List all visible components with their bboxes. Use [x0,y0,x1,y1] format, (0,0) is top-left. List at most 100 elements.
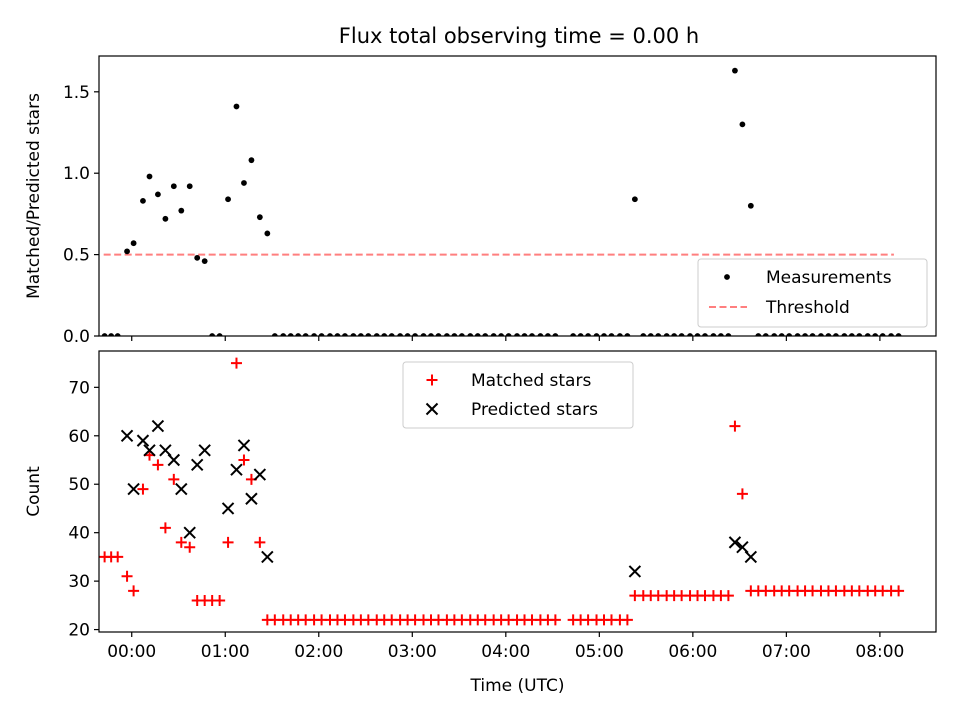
series-predicted-stars [120,419,758,578]
matched-point [222,536,234,548]
measurement-point [295,333,302,336]
measurement-point [443,333,450,336]
predicted-point [245,492,258,505]
measurement-point [318,333,325,336]
matched-point [722,590,734,602]
measurement-point [608,333,615,336]
measurement-point [841,333,848,336]
measurement-point [718,333,724,336]
measurement-point [725,333,732,336]
predicted-point [143,444,156,457]
predicted-point [151,419,165,433]
measurement-point [514,333,520,336]
axes-frame [98,55,937,337]
axes-frame [98,350,937,633]
x-tick-label: 03:00 [388,642,437,662]
measurement-point [311,333,317,336]
matched-point [137,483,149,495]
legend: Matched stars Predicted stars [402,361,634,429]
legend-label-measurements: Measurements [766,268,892,288]
y-tick-label: 1.5 [63,83,90,103]
measurement-point [879,333,886,336]
measurement-point [467,333,474,336]
predicted-point [183,526,196,539]
measurement-point [241,180,247,186]
measurement-point [124,248,130,255]
measurement-point [895,333,902,336]
predicted-point [628,565,642,578]
matched-point [729,420,741,432]
measurement-point [888,333,895,336]
measurement-point [458,333,465,336]
plot-area [99,357,905,626]
measurement-point [404,333,411,336]
measurement-point [570,333,577,336]
matched-point [128,585,140,597]
top-panel-ratio: 0.0 0.5 1.0 1.5 Matched/Predicted stars Measu… [24,55,937,347]
matched-point [549,614,561,626]
measurement-point [264,230,271,237]
measurement-point [381,333,388,336]
measurement-point [601,333,607,336]
y-tick-label: 40 [68,524,90,544]
predicted-point [221,502,235,515]
measurement-point [420,333,427,336]
matched-point [736,488,748,500]
measurement-point [114,333,121,336]
measurement-point [474,333,481,336]
matched-point [121,570,133,582]
y-tick-label: 50 [68,475,90,495]
x-tick-label: 06:00 [668,642,717,662]
measurement-point [140,197,146,204]
measurement-point [194,254,201,261]
matched-point [621,614,633,626]
measurement-point [287,333,294,336]
predicted-point [127,482,140,496]
measurement-point [739,121,746,128]
measurement-point [702,333,708,336]
measurement-point [678,333,685,336]
measurement-point [631,196,638,203]
predicted-point [230,463,243,476]
measurement-point [856,333,863,336]
measurement-point [108,333,115,336]
measurement-point [710,333,717,336]
y-tick-label: 70 [68,378,90,398]
matched-point [238,454,250,466]
predicted-point [253,468,267,481]
measurement-point [225,196,231,203]
y-axis-label: Count [24,466,44,517]
measurement-point [617,333,623,336]
y-tick-label: 1.0 [63,164,90,184]
x-tick-label: 05:00 [575,642,624,662]
measurement-point [694,333,701,336]
predicted-point [175,482,188,496]
legend-measurement-marker [724,274,730,280]
predicted-point [728,536,742,549]
measurement-point [428,333,434,336]
predicted-point [198,444,211,457]
measurement-point [155,191,161,198]
measurement-point [101,333,108,336]
measurement-point [864,333,871,336]
measurement-point [373,333,380,336]
measurement-point [130,240,137,247]
legend-box [697,258,928,328]
matched-point [184,541,196,553]
measurement-point [640,333,647,336]
measurement-point [747,202,754,209]
measurement-point [178,207,185,214]
x-tick-label: 07:00 [762,642,811,662]
measurement-point [818,333,824,336]
x-tick-label: 02:00 [294,642,343,662]
measurement-point [388,333,395,336]
measurement-point [663,333,670,336]
measurement-point [802,333,808,336]
measurement-point [577,333,584,336]
measurement-point [732,67,738,74]
measurement-point [498,333,505,336]
measurement-point [872,333,879,336]
measurement-point [809,333,816,336]
measurement-point [302,333,309,336]
legend-box [402,361,634,429]
